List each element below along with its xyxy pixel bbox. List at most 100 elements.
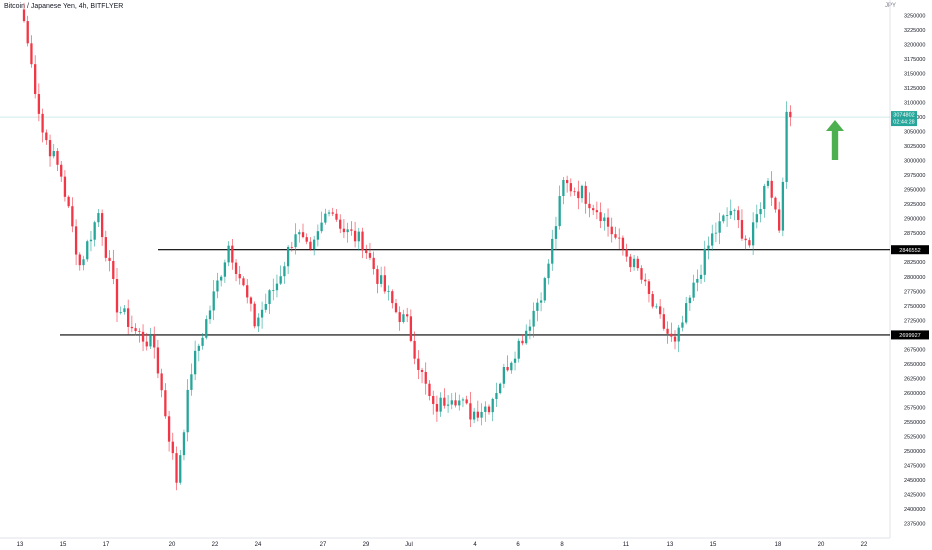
- candle-body[interactable]: [465, 399, 468, 404]
- candle-body[interactable]: [130, 326, 134, 329]
- candle-body[interactable]: [182, 432, 186, 456]
- candle-body[interactable]: [186, 389, 189, 433]
- candle-body[interactable]: [517, 340, 520, 359]
- candle-body[interactable]: [372, 257, 375, 270]
- candle-body[interactable]: [190, 374, 193, 390]
- candle-body[interactable]: [588, 203, 591, 209]
- candle-body[interactable]: [432, 396, 435, 404]
- candle-body[interactable]: [722, 215, 725, 222]
- candle-body[interactable]: [71, 206, 74, 227]
- candle-body[interactable]: [108, 257, 111, 261]
- candle-body[interactable]: [528, 326, 532, 331]
- candle-body[interactable]: [755, 214, 758, 223]
- candle-body[interactable]: [450, 400, 453, 405]
- candle-body[interactable]: [744, 238, 747, 241]
- candle-body[interactable]: [22, 9, 26, 22]
- candle-body[interactable]: [138, 331, 141, 332]
- candle-body[interactable]: [484, 406, 487, 412]
- candle-body[interactable]: [123, 308, 126, 313]
- candle-body[interactable]: [662, 314, 665, 329]
- candle-body[interactable]: [26, 21, 29, 44]
- candle-body[interactable]: [446, 404, 450, 406]
- candle-body[interactable]: [153, 335, 156, 348]
- candle-body[interactable]: [692, 282, 695, 298]
- candle-body[interactable]: [134, 328, 137, 332]
- candle-body[interactable]: [379, 275, 383, 284]
- candle-body[interactable]: [789, 111, 792, 118]
- candle-body[interactable]: [751, 222, 755, 246]
- candle-body[interactable]: [234, 262, 238, 274]
- candle-body[interactable]: [606, 217, 610, 227]
- candle-body[interactable]: [506, 367, 509, 371]
- candle-body[interactable]: [629, 256, 632, 268]
- candle-body[interactable]: [573, 191, 576, 193]
- candle-body[interactable]: [499, 383, 502, 394]
- candle-body[interactable]: [718, 221, 721, 233]
- candle-body[interactable]: [376, 269, 379, 284]
- candle-body[interactable]: [324, 213, 327, 223]
- candle-body[interactable]: [413, 340, 416, 359]
- candle-body[interactable]: [774, 197, 777, 210]
- candle-body[interactable]: [603, 217, 606, 222]
- candle-body[interactable]: [216, 280, 219, 292]
- candle-body[interactable]: [93, 222, 96, 240]
- candle-body[interactable]: [729, 210, 732, 216]
- candle-body[interactable]: [78, 254, 81, 266]
- candle-body[interactable]: [491, 398, 494, 413]
- candle-body[interactable]: [286, 246, 290, 267]
- candle-body[interactable]: [577, 191, 580, 199]
- candle-body[interactable]: [82, 259, 85, 266]
- candle-body[interactable]: [56, 151, 59, 165]
- candle-body[interactable]: [45, 132, 48, 141]
- candle-body[interactable]: [562, 180, 565, 197]
- candle-body[interactable]: [592, 208, 595, 211]
- candle-body[interactable]: [63, 176, 67, 197]
- candle-body[interactable]: [167, 416, 171, 442]
- candle-body[interactable]: [249, 297, 253, 304]
- candle-body[interactable]: [539, 300, 543, 303]
- candle-body[interactable]: [175, 453, 178, 483]
- candle-body[interactable]: [220, 276, 223, 281]
- candle-body[interactable]: [536, 302, 539, 311]
- candle-body[interactable]: [685, 303, 688, 323]
- candle-body[interactable]: [339, 219, 342, 229]
- candle-body[interactable]: [60, 164, 63, 177]
- candle-body[interactable]: [320, 222, 323, 232]
- candle-body[interactable]: [502, 367, 506, 384]
- candle-body[interactable]: [316, 231, 320, 240]
- candle-body[interactable]: [778, 209, 781, 231]
- candle-body[interactable]: [86, 241, 89, 260]
- candle-body[interactable]: [487, 406, 491, 413]
- candle-body[interactable]: [651, 294, 654, 307]
- candle-body[interactable]: [357, 231, 360, 242]
- candle-body[interactable]: [551, 238, 554, 264]
- candle-body[interactable]: [383, 275, 386, 292]
- candle-body[interactable]: [48, 140, 52, 157]
- candle-body[interactable]: [34, 64, 37, 95]
- candle-body[interactable]: [521, 340, 524, 344]
- candle-body[interactable]: [52, 151, 55, 157]
- candle-body[interactable]: [67, 196, 70, 207]
- candle-body[interactable]: [41, 113, 44, 133]
- candle-body[interactable]: [104, 237, 107, 258]
- candle-body[interactable]: [610, 226, 613, 235]
- candle-body[interactable]: [350, 229, 353, 231]
- candle-body[interactable]: [74, 226, 78, 255]
- candle-body[interactable]: [149, 335, 152, 347]
- candle-body[interactable]: [365, 250, 368, 254]
- candle-body[interactable]: [260, 309, 264, 318]
- candle-body[interactable]: [595, 210, 599, 213]
- candle-body[interactable]: [681, 322, 684, 328]
- candle-body[interactable]: [543, 278, 546, 301]
- candle-body[interactable]: [644, 279, 647, 282]
- candle-body[interactable]: [510, 362, 513, 371]
- candle-body[interactable]: [406, 314, 409, 317]
- candle-body[interactable]: [409, 316, 413, 341]
- candle-body[interactable]: [398, 312, 401, 323]
- candle-body[interactable]: [495, 393, 498, 399]
- candle-body[interactable]: [584, 185, 587, 204]
- candle-body[interactable]: [461, 399, 465, 401]
- candle-body[interactable]: [253, 303, 256, 327]
- candle-body[interactable]: [618, 237, 621, 239]
